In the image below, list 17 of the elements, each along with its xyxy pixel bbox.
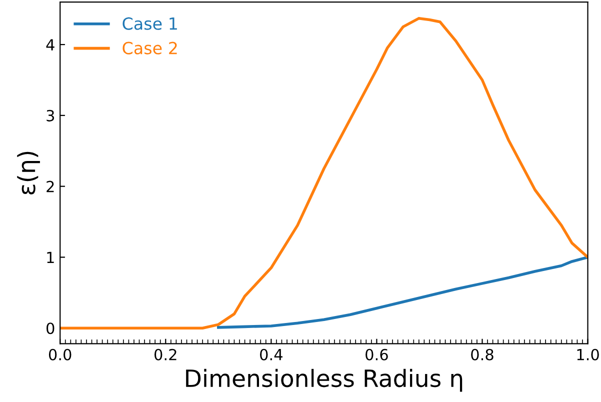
legend-label: Case 1 <box>122 17 177 30</box>
x-tick-label: 0.0 <box>48 348 72 360</box>
y-tick-label: 4 <box>46 39 54 50</box>
x-tick-label: 0.8 <box>471 348 494 360</box>
line-series <box>217 256 588 329</box>
x-tick-label: 0.2 <box>154 348 176 360</box>
x-tick-label: 0.4 <box>260 348 282 360</box>
y-tick-label: 0 <box>46 322 54 334</box>
line-series <box>60 16 588 330</box>
y-tick-label: 3 <box>46 110 54 122</box>
y-tick-label: 2 <box>46 180 54 192</box>
y-tick-label: 1 <box>47 252 54 264</box>
legend-label: Case 2 <box>122 42 177 54</box>
x-tick-label: 1.0 <box>577 348 599 360</box>
y-axis-title: ε(η) <box>17 152 40 194</box>
x-axis-title: Dimensionless Radius η <box>186 368 462 392</box>
x-tick-label: 0.6 <box>366 348 388 360</box>
